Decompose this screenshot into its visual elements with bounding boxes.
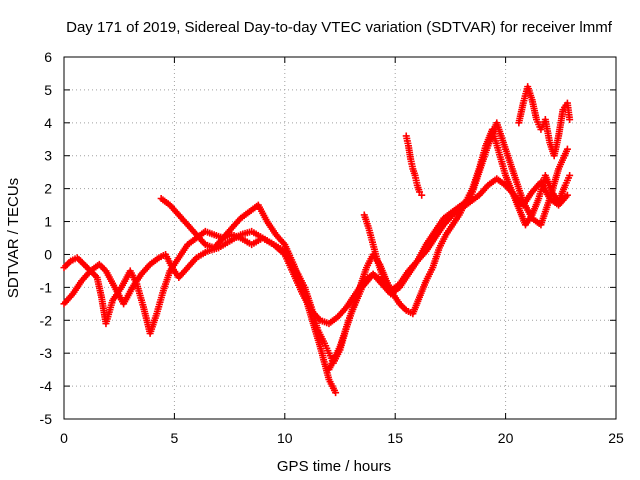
series-3 xyxy=(157,195,340,397)
data-point xyxy=(563,145,571,153)
data-point xyxy=(566,116,574,124)
y-tick-label: -2 xyxy=(40,312,53,328)
x-tick-label: 0 xyxy=(60,430,68,446)
data-points xyxy=(60,83,574,397)
plot-frame xyxy=(63,56,617,420)
y-tick-label: 0 xyxy=(44,246,52,262)
x-tick-label: 25 xyxy=(608,430,624,446)
x-axis-label: GPS time / hours xyxy=(277,458,391,475)
series-7 xyxy=(515,83,574,160)
y-tick-label: 2 xyxy=(44,181,52,197)
series-2 xyxy=(60,175,571,328)
data-point xyxy=(332,389,340,397)
series-4 xyxy=(325,119,571,374)
y-tick-label: -3 xyxy=(40,345,53,361)
x-tick-label: 5 xyxy=(171,430,179,446)
data-point xyxy=(418,191,426,199)
x-tick-label: 10 xyxy=(277,430,293,446)
y-axis-label: SDTVAR / TECUs xyxy=(5,178,22,298)
data-point xyxy=(566,171,574,179)
series-5 xyxy=(360,211,390,288)
data-point xyxy=(563,191,571,199)
y-tick-label: -5 xyxy=(40,411,53,427)
y-tick-label: 1 xyxy=(44,214,52,230)
y-tick-label: 5 xyxy=(44,82,52,98)
y-tick-label: 6 xyxy=(44,49,52,65)
x-tick-label: 15 xyxy=(387,430,403,446)
y-tick-label: -1 xyxy=(40,279,53,295)
data-point xyxy=(382,280,390,288)
y-tick-label: 4 xyxy=(44,115,52,131)
series-6 xyxy=(402,132,426,199)
x-tick-label: 20 xyxy=(498,430,514,446)
axis-ticks: 0 5 10 15 20 25 -5 -4 -3 -2 -1 0 1 2 3 4 5 6 xyxy=(40,49,624,446)
chart-title: Day 171 of 2019, Sidereal Day-to-day VTE… xyxy=(66,19,613,36)
y-tick-label: 3 xyxy=(44,148,52,164)
y-tick-label: -4 xyxy=(40,378,53,394)
